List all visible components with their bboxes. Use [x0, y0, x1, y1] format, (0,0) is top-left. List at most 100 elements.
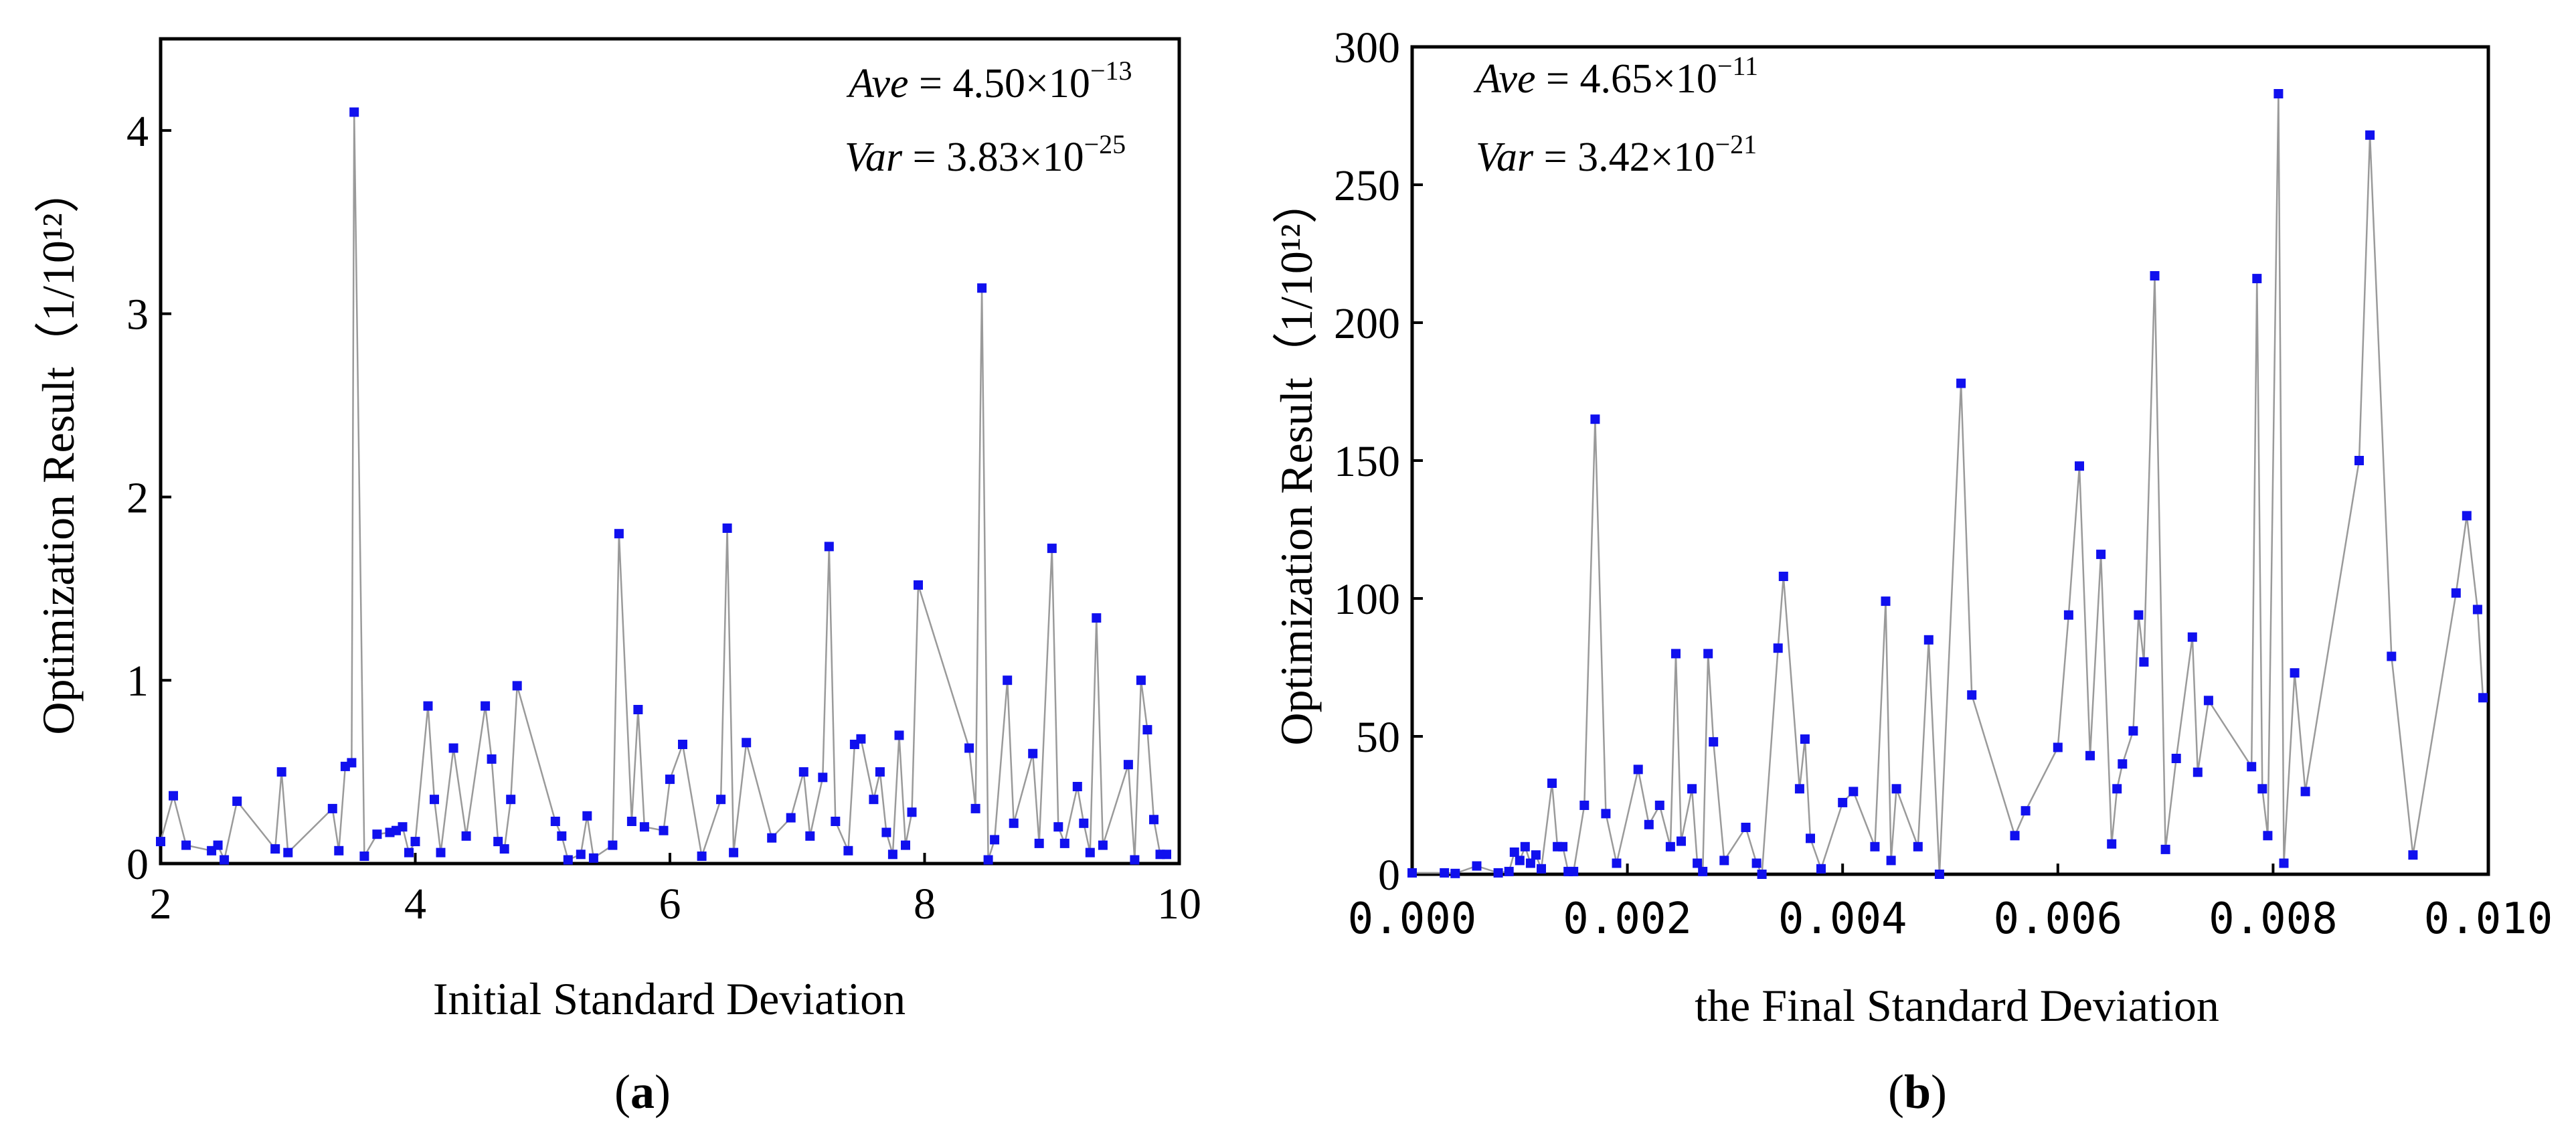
panel-a-ticks [159, 129, 1181, 865]
panelB-data-point [1806, 833, 1815, 843]
panelB-data-point [1886, 856, 1896, 866]
panelA-data-point [276, 767, 286, 777]
panelB-data-point [1967, 690, 1977, 700]
panelA-data-point [1059, 838, 1069, 848]
panelB-data-point [2462, 511, 2472, 521]
panelA-data-point [639, 822, 649, 832]
panelA-data-point [1162, 849, 1171, 860]
panelB-data-point [1757, 870, 1767, 879]
panelB-data-point [1741, 823, 1751, 832]
panelB-data-point [2365, 130, 2375, 140]
panelA-data-point [887, 849, 897, 860]
panelB-data-point [1509, 847, 1519, 857]
panelB-data-point [1537, 864, 1546, 874]
panelB-data-point [1504, 866, 1514, 876]
panel-b-ave-stat: Ave = 4.65×10−11 [1473, 51, 1758, 102]
panelA-data-point [1034, 838, 1044, 848]
panelB-data-point [2096, 550, 2106, 560]
panelA-data-point [869, 795, 879, 805]
panelA-data-point [1009, 818, 1019, 828]
panelA-data-point [697, 852, 707, 861]
panelA-y-tick-label: 4 [126, 107, 149, 156]
panelB-data-point [1709, 737, 1719, 747]
panelB-y-tick-label: 250 [1334, 161, 1400, 210]
panel-b-series-line [1412, 93, 2484, 878]
panelA-x-tick-label: 4 [404, 880, 426, 928]
panelB-data-point [2107, 839, 2117, 849]
panelB-data-point [1913, 841, 1923, 852]
panelB-data-point [1794, 784, 1804, 794]
panelB-data-point [2075, 461, 2084, 471]
panelA-data-point [1079, 818, 1089, 828]
panelA-data-point [1085, 847, 1095, 858]
panelB-data-point [2387, 651, 2397, 661]
panel-b-points [1407, 89, 2488, 879]
panelB-y-tick-label: 100 [1334, 575, 1400, 624]
panelA-data-point [327, 803, 337, 813]
panelB-data-point [1569, 866, 1579, 876]
panelA-data-point [563, 855, 573, 865]
panelB-data-point [1590, 414, 1600, 424]
panelA-data-point [557, 831, 567, 841]
panelB-data-point [2063, 610, 2073, 620]
panelA-data-point [767, 833, 777, 843]
panelB-data-point [1698, 866, 1708, 876]
panelA-data-point [798, 767, 808, 777]
panelA-data-point [1047, 544, 1057, 554]
panel-b-caption: (b) [1888, 1065, 1947, 1119]
panelB-data-point [1838, 797, 1848, 807]
panel-a-points [156, 107, 1171, 865]
panelA-data-point [1092, 613, 1102, 623]
panelA-x-tick-label: 2 [150, 880, 172, 928]
panelB-y-tick-label: 0 [1378, 851, 1400, 900]
panelA-data-point [1130, 855, 1140, 865]
panelA-data-point [843, 845, 853, 856]
panelB-data-point [1773, 643, 1783, 653]
panelA-data-point [614, 529, 624, 539]
panelA-data-point [283, 847, 293, 858]
panelB-data-point [1493, 868, 1503, 878]
panelA-data-point [506, 795, 516, 805]
panelA-data-point [398, 822, 408, 832]
panelB-data-point [1644, 819, 1654, 829]
panelB-x-tick-label: 0.002 [1563, 894, 1692, 944]
panelA-data-point [856, 734, 866, 744]
panelA-data-point [270, 844, 280, 854]
panelA-x-tick-label: 8 [914, 880, 936, 928]
panelA-y-tick-label: 3 [126, 291, 149, 339]
panelB-data-point [1923, 635, 1934, 645]
panel-b-tick-labels: 0.000 0.002 0.004 0.006 0.008 0.010 0 50 100 150 2… [1334, 23, 2553, 944]
panelA-x-tick-label: 10 [1157, 880, 1201, 928]
panelB-data-point [1719, 856, 1729, 866]
panelA-data-point [1136, 675, 1146, 685]
panelA-data-point [722, 523, 732, 533]
panelB-data-point [2118, 759, 2128, 769]
panelA-data-point [448, 743, 458, 753]
panelB-data-point [2257, 784, 2267, 794]
panelA-data-point [582, 811, 592, 821]
panelA-data-point [232, 796, 242, 806]
panel-a-caption: (a) [614, 1065, 671, 1119]
panel-a: 2 4 6 8 10 0 1 2 3 4 Ave = 4.50×10−13 Var = 3.83×… [33, 37, 1201, 1119]
panel-a-series-line [159, 112, 1167, 863]
panelB-data-point [2203, 696, 2213, 706]
panelA-data-point [742, 738, 752, 748]
panelA-data-point [493, 837, 503, 847]
panelA-data-point [1149, 815, 1158, 825]
panelA-data-point [964, 743, 974, 753]
panelA-y-tick-label: 0 [126, 840, 149, 889]
panelB-data-point [2408, 850, 2418, 860]
panelB-y-tick-label: 200 [1334, 299, 1400, 348]
panelB-data-point [2193, 767, 2203, 777]
panelB-data-point [1687, 784, 1697, 794]
panel-a-y-axis-label: Optimization Result（1/10¹²） [33, 167, 84, 734]
panelA-data-point [1142, 725, 1152, 735]
panelB-data-point [2160, 844, 2170, 854]
panelA-data-point [481, 701, 491, 711]
panelA-data-point [487, 754, 497, 764]
panelB-data-point [2010, 831, 2020, 841]
panelB-data-point [1800, 734, 1810, 744]
panelA-data-point [220, 855, 230, 865]
panelB-data-point [1407, 868, 1417, 878]
panelB-data-point [2247, 762, 2257, 772]
